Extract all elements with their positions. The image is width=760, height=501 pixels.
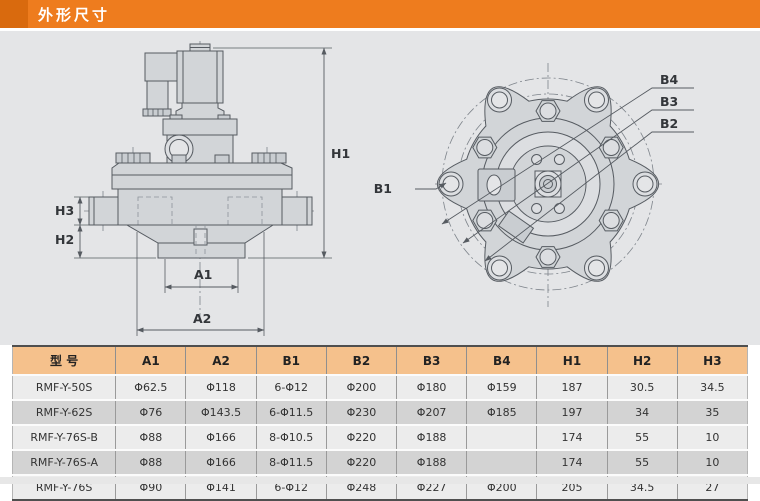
table-row: RMF-Y-76S-B Φ88 Φ166 8-Φ10.5 Φ220 Φ188 1…: [11, 425, 749, 451]
model-cell: RMF-Y-62S: [11, 400, 116, 426]
table-row: RMF-Y-62S Φ76 Φ143.5 6-Φ11.5 Φ230 Φ207 Φ…: [11, 400, 749, 426]
col-header-h3: H3: [676, 346, 749, 376]
valve-side-view: H1 H3 H2 A1 A2: [55, 41, 350, 336]
ear-hole: [487, 255, 512, 281]
dim-label-h2: H2: [55, 232, 74, 247]
technical-drawing: H1 H3 H2 A1 A2: [55, 41, 694, 336]
title-accent-square: [0, 0, 28, 28]
model-cell: RMF-Y-76S-B: [11, 425, 116, 451]
dim-label-a2: A2: [193, 311, 211, 326]
ear-hole: [632, 171, 658, 197]
title-bar: 外形尺寸: [0, 0, 760, 28]
flange-label-b4: B4: [660, 72, 679, 87]
table-header-row: 型 号 A1 A2 B1 B2 B3 B4 H1 H2 H3: [11, 346, 749, 376]
flange-label-b2: B2: [660, 116, 678, 131]
side-pipe-left: [88, 196, 119, 226]
dim-label-h3: H3: [55, 203, 74, 218]
table-row: RMF-Y-76S-A Φ88 Φ166 8-Φ11.5 Φ220 Φ188 1…: [11, 450, 749, 476]
valve-neck: [175, 102, 225, 120]
col-header-a2: A2: [185, 346, 257, 376]
drawing-panel: H1 H3 H2 A1 A2: [0, 31, 760, 345]
valve-bonnet: [162, 118, 238, 136]
dimension-table: 型 号 A1 A2 B1 B2 B3 B4 H1 H2 H3 RMF-Y-50S…: [11, 345, 749, 501]
page-title: 外形尺寸: [38, 6, 111, 24]
ear-hole: [438, 171, 464, 197]
col-header-h1: H1: [536, 346, 608, 376]
col-header-model: 型 号: [11, 346, 116, 376]
col-header-b2: B2: [325, 346, 397, 376]
table-row: RMF-Y-50S Φ62.5 Φ118 6-Φ12 Φ200 Φ180 Φ15…: [11, 375, 749, 401]
flange-label-b3: B3: [660, 94, 678, 109]
col-header-b1: B1: [255, 346, 327, 376]
dim-label-a1: A1: [194, 267, 212, 282]
model-cell: RMF-Y-76S-A: [11, 450, 116, 476]
model-cell: RMF-Y-50S: [11, 375, 116, 401]
flange-front-view: B1 B4 B3 B2: [374, 63, 694, 307]
top-cover-flange: [111, 162, 293, 190]
solenoid-coil: [176, 50, 224, 104]
col-header-h2: H2: [606, 346, 678, 376]
valve-mid-body: [117, 188, 283, 226]
ear-hole: [487, 87, 512, 113]
ear-hole: [584, 87, 609, 113]
ear-hole: [584, 255, 609, 281]
col-header-a1: A1: [115, 346, 186, 376]
dim-label-h1: H1: [331, 146, 350, 161]
col-header-b3: B3: [396, 346, 467, 376]
connector-elbow: [144, 52, 178, 82]
flange-label-b1: B1: [374, 181, 392, 196]
col-header-b4: B4: [466, 346, 537, 376]
bottom-strip: [0, 477, 760, 484]
